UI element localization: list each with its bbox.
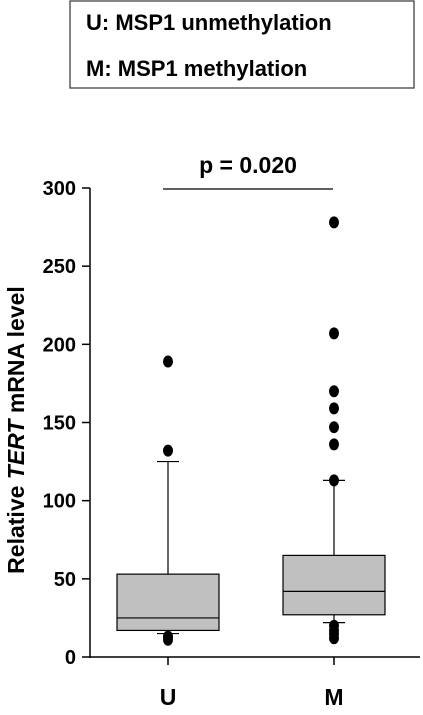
y-tick-label: 200 — [43, 334, 76, 356]
label-part: Relative — [3, 479, 29, 574]
outlier — [329, 421, 339, 434]
y-tick-label: 300 — [43, 178, 76, 200]
outlier — [329, 632, 339, 645]
x-tick-label: U — [160, 684, 177, 710]
outlier — [329, 438, 339, 451]
y-tick-label: 0 — [65, 647, 76, 669]
outlier — [329, 216, 339, 229]
outlier — [163, 444, 173, 457]
outlier — [329, 402, 339, 415]
outlier — [163, 355, 173, 368]
y-axis-label: Relative TERT mRNA level — [3, 286, 29, 574]
y-tick-label: 150 — [43, 413, 76, 435]
label-part: TERT — [3, 418, 29, 480]
outlier — [329, 474, 339, 487]
box — [116, 573, 220, 632]
legend-text: M: MSP1 methylation — [86, 56, 307, 81]
x-tick-label: M — [324, 684, 343, 710]
outlier — [329, 327, 339, 340]
p-value: p = 0.020 — [199, 152, 297, 178]
y-tick-label: 50 — [54, 569, 76, 591]
y-tick-label: 100 — [43, 491, 76, 513]
outlier — [329, 385, 339, 398]
y-tick-label: 250 — [43, 256, 76, 278]
legend-text: U: MSP1 unmethylation — [86, 10, 332, 35]
outlier — [163, 633, 173, 646]
label-part: mRNA level — [3, 286, 29, 419]
legend-box — [69, 0, 415, 89]
box — [282, 554, 386, 616]
